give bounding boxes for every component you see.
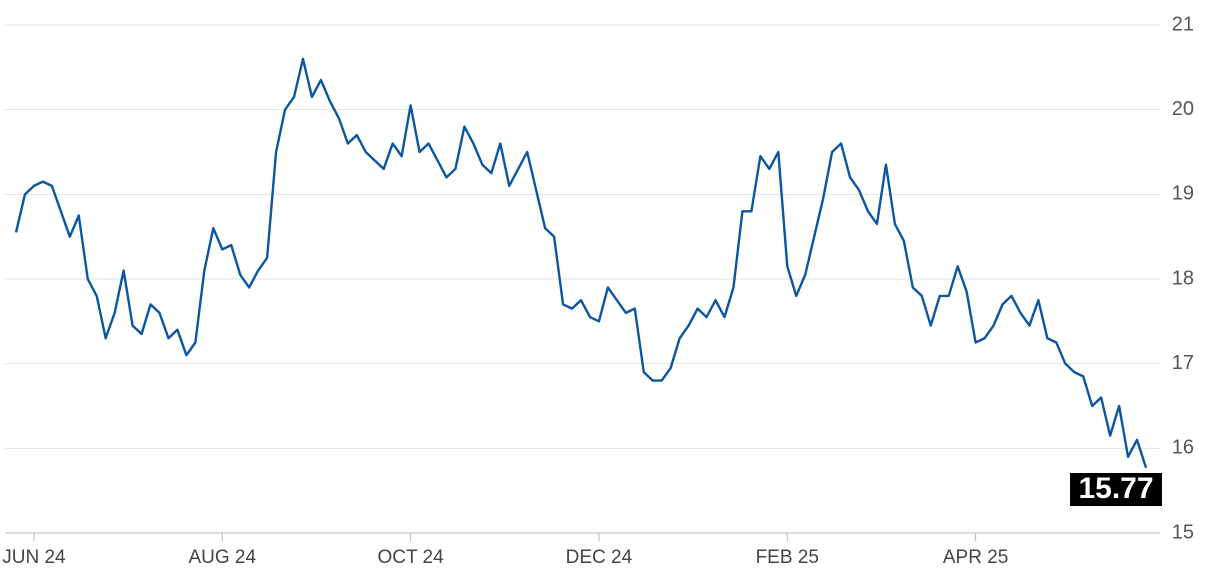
y-tick-label: 17	[1172, 352, 1194, 374]
x-tick-label: DEC 24	[566, 547, 633, 568]
y-tick-label: 19	[1172, 183, 1194, 205]
y-tick-label: 21	[1172, 13, 1194, 35]
y-tick-label: 18	[1172, 267, 1194, 289]
price-line	[14, 57, 1148, 469]
x-tick-label: AUG 24	[188, 547, 256, 568]
x-tick-label: APR 25	[943, 547, 1008, 568]
y-tick-label: 20	[1172, 98, 1194, 120]
last-value-box	[1070, 473, 1162, 506]
y-tick-label: 16	[1172, 437, 1194, 459]
x-tick-label: OCT 24	[378, 547, 445, 568]
y-tick-label: 15	[1172, 521, 1194, 543]
last-value-label: 15.77	[1078, 472, 1153, 505]
x-tick-label: JUN 24	[2, 547, 66, 568]
x-tick-label: FEB 25	[756, 547, 819, 568]
